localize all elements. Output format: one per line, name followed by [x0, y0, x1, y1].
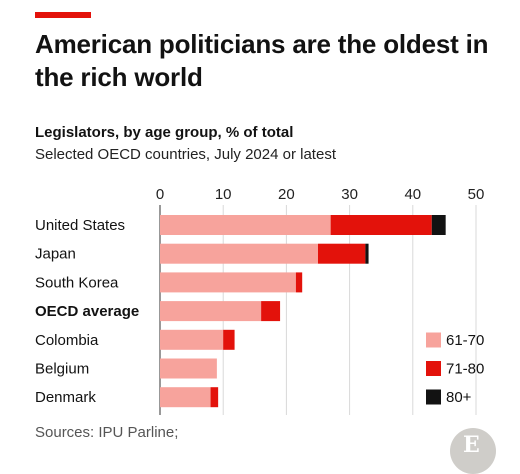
bar-segment-71-80: [223, 329, 235, 350]
bar-segment-71-80: [295, 272, 303, 293]
x-axis-ticks: 0 10 20 30 40 50: [156, 186, 485, 203]
category-label: Belgium: [35, 361, 89, 378]
category-label: United States: [35, 217, 125, 234]
source-note: Sources: IPU Parline;: [35, 424, 179, 441]
bar-segment-71-80: [330, 215, 432, 235]
legend-swatch: [426, 361, 441, 376]
x-tick-label: 20: [278, 186, 295, 203]
category-label: Japan: [35, 246, 76, 263]
bar-segment-61-70: [160, 243, 318, 264]
x-tick-label: 40: [404, 186, 421, 203]
legend: 61-70 71-80 80+: [426, 332, 484, 406]
x-tick-label: 0: [156, 186, 164, 203]
chart-title: American politicians are the oldest in t…: [35, 29, 489, 92]
category-label: Colombia: [35, 332, 99, 349]
bar-segment-71-80: [210, 387, 219, 408]
chart-subtitle: Legislators, by age group, % of total: [35, 124, 294, 141]
bars: [160, 215, 446, 408]
legend-label: 61-70: [446, 332, 484, 349]
x-tick-label: 50: [468, 186, 485, 203]
bar-segment-80-: [431, 215, 446, 235]
x-tick-label: 10: [215, 186, 232, 203]
category-label: Denmark: [35, 389, 96, 406]
legend-swatch: [426, 389, 441, 405]
bar-segment-61-70: [160, 329, 224, 350]
legend-label: 71-80: [446, 361, 484, 378]
bar-segment-61-70: [160, 358, 217, 379]
bar-segment-61-70: [160, 301, 262, 322]
bar-segment-71-80: [318, 243, 366, 264]
legend-swatch: [426, 332, 441, 348]
category-label: OECD average: [35, 303, 139, 320]
category-labels: United States Japan South Korea OECD averag…: [35, 217, 139, 406]
bar-segment-71-80: [261, 301, 281, 322]
x-tick-label: 30: [341, 186, 358, 203]
stacked-bar-chart: 0 10 20 30 40 50 United States Japan South Kore…: [35, 186, 485, 415]
gridlines: [159, 205, 477, 415]
legend-label: 80+: [446, 389, 472, 406]
publisher-logo: E: [450, 428, 496, 474]
bar-segment-61-70: [160, 215, 331, 235]
brand-accent-bar: [35, 12, 91, 18]
bar-segment-80-: [365, 243, 369, 264]
category-label: South Korea: [35, 274, 119, 291]
chart-subsubtitle: Selected OECD countries, July 2024 or la…: [35, 146, 336, 163]
bar-segment-61-70: [160, 272, 296, 293]
bar-segment-61-70: [160, 387, 211, 408]
